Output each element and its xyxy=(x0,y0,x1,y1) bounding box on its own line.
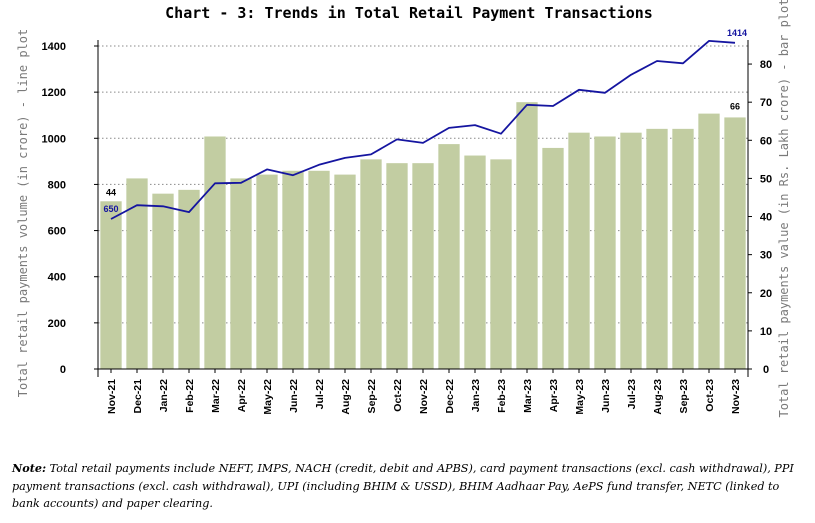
x-tick-label: Feb-22 xyxy=(184,379,196,413)
right-tick-label: 70 xyxy=(760,97,772,109)
bar xyxy=(256,174,278,369)
x-tick-label: Jul-22 xyxy=(314,379,326,410)
bar xyxy=(438,144,460,369)
x-tick-label: Sep-22 xyxy=(366,379,378,414)
left-tick-label: 800 xyxy=(48,179,66,191)
note-prefix: Note: xyxy=(12,461,47,475)
bar-series xyxy=(100,102,746,370)
right-tick-label: 80 xyxy=(760,59,772,71)
bar xyxy=(464,155,486,369)
x-tick-label: Jan-23 xyxy=(470,379,482,412)
bar xyxy=(516,102,538,370)
bar xyxy=(230,178,252,369)
x-tick-label: May-22 xyxy=(262,379,274,415)
line-first-label: 650 xyxy=(103,204,118,214)
left-tick-label: 600 xyxy=(48,226,66,238)
x-tick-label: Mar-23 xyxy=(522,379,534,413)
volume-line xyxy=(110,40,736,220)
right-tick-label: 60 xyxy=(760,135,772,147)
bar xyxy=(334,174,356,369)
left-axis-ticks: 0 200 400 600 800 1000 1200 1400 xyxy=(42,41,98,376)
footnote: Note: Total retail payments include NEFT… xyxy=(12,460,807,513)
bar xyxy=(308,170,330,369)
data-labels: 44 66 650 1414 xyxy=(103,28,747,214)
right-axis-ticks: 0 10 20 30 40 50 60 70 80 xyxy=(748,59,772,376)
bar xyxy=(100,201,122,369)
bar xyxy=(542,147,564,369)
bar-first-label: 44 xyxy=(106,187,116,197)
right-tick-label: 10 xyxy=(760,326,772,338)
x-tick-label: Apr-22 xyxy=(236,379,248,412)
bar xyxy=(386,163,408,369)
left-tick-label: 0 xyxy=(60,364,66,376)
x-tick-label: Nov-21 xyxy=(106,379,118,414)
bar xyxy=(724,117,746,370)
x-tick-label: Nov-23 xyxy=(730,379,742,414)
chart-title: Chart - 3: Trends in Total Retail Paymen… xyxy=(165,4,653,22)
x-tick-label: Nov-22 xyxy=(418,379,430,414)
left-tick-label: 1400 xyxy=(42,41,66,53)
x-tick-label: Mar-22 xyxy=(210,379,222,413)
x-tick-label: Apr-23 xyxy=(548,379,560,412)
x-tick-label: Aug-22 xyxy=(340,379,352,415)
x-tick-label: May-23 xyxy=(574,379,586,415)
x-tick-label: Jul-23 xyxy=(626,379,638,410)
bar xyxy=(412,163,434,369)
bar-last-label: 66 xyxy=(730,101,740,111)
x-tick-label: Dec-21 xyxy=(132,379,144,414)
right-axis-title: Total retail payments value (in Rs. Lakh… xyxy=(777,0,791,418)
bar xyxy=(282,170,304,369)
bar xyxy=(646,128,668,369)
left-axis-title: Total retail payments volume (in crore) … xyxy=(16,29,30,397)
bar xyxy=(152,193,174,369)
bar xyxy=(490,159,512,369)
bar xyxy=(594,136,616,369)
bar xyxy=(204,136,226,369)
x-tick-label: Aug-23 xyxy=(652,379,664,415)
x-tick-label: Jun-22 xyxy=(288,379,300,413)
x-axis-ticks: Nov-21 Dec-21 Jan-22 Feb-22 Mar-22 Apr-22 May-… xyxy=(106,369,742,415)
bar xyxy=(672,128,694,369)
right-tick-label: 0 xyxy=(763,364,769,376)
bar xyxy=(568,132,590,369)
x-tick-label: Jun-23 xyxy=(600,379,612,413)
bar xyxy=(698,113,720,370)
retail-payments-chart: Chart - 3: Trends in Total Retail Paymen… xyxy=(16,0,791,418)
x-tick-label: Dec-22 xyxy=(444,379,456,414)
x-tick-label: Sep-23 xyxy=(678,379,690,414)
right-tick-label: 40 xyxy=(760,212,772,224)
right-tick-label: 20 xyxy=(760,288,772,300)
left-tick-label: 1200 xyxy=(42,87,66,99)
line-series xyxy=(110,40,736,220)
line-last-label: 1414 xyxy=(727,28,747,38)
x-tick-label: Feb-23 xyxy=(496,379,508,413)
bar xyxy=(620,132,642,369)
bar xyxy=(126,178,148,369)
bar xyxy=(360,159,382,369)
x-tick-label: Jan-22 xyxy=(158,379,170,412)
x-tick-label: Oct-22 xyxy=(392,379,404,412)
left-tick-label: 1000 xyxy=(42,133,66,145)
right-tick-label: 30 xyxy=(760,250,772,262)
note-text: Total retail payments include NEFT, IMPS… xyxy=(12,462,794,510)
right-tick-label: 50 xyxy=(760,173,772,185)
x-tick-label: Oct-23 xyxy=(704,379,716,412)
bar xyxy=(178,189,200,369)
left-tick-label: 400 xyxy=(48,272,66,284)
left-tick-label: 200 xyxy=(48,318,66,330)
